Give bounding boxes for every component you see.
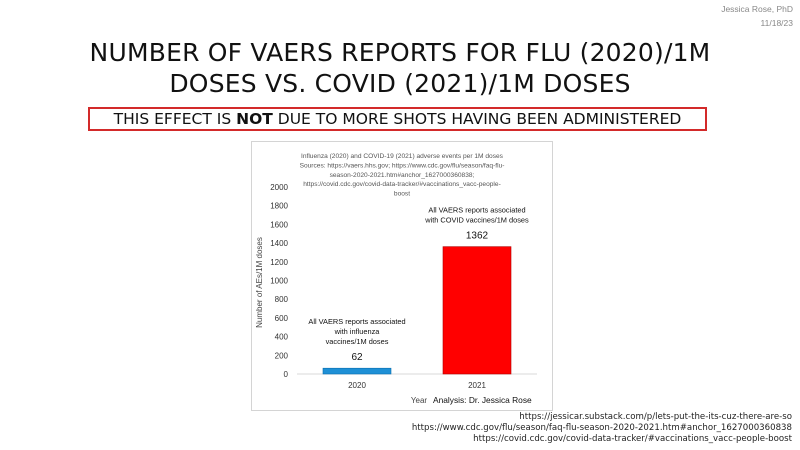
x-tick-label-2021: 2021 [468, 381, 486, 390]
annotation-2020-line-2: with influenza [334, 327, 381, 336]
callout-text-post: DUE TO MORE SHOTS HAVING BEEN ADMINISTER… [272, 110, 682, 128]
source-link-3[interactable]: https://covid.cdc.gov/covid-data-tracker… [473, 434, 792, 444]
chart-title-line-5: boost [394, 191, 410, 198]
x-axis-label: Year [411, 396, 428, 405]
chart-title-line-3: season-2020-2021.htm#anchor_162700036083… [330, 172, 475, 179]
sources-list: https://jessicar.substack.com/p/lets-put… [412, 412, 792, 445]
y-tick-label-6: 1200 [270, 258, 288, 267]
chart-frame: Influenza (2020) and COVID-19 (2021) adv… [251, 141, 553, 411]
analysis-credit: Analysis: Dr. Jessica Rose [433, 395, 532, 405]
chart-title-line-1: Influenza (2020) and COVID-19 (2021) adv… [301, 153, 504, 160]
y-tick-label-7: 1400 [270, 239, 288, 248]
y-tick-label-3: 600 [275, 314, 289, 323]
slide-title-line-1: NUMBER OF VAERS REPORTS FOR FLU (2020)/1… [89, 38, 711, 67]
value-label-2020: 62 [351, 352, 363, 363]
callout-text-pre: THIS EFFECT IS [113, 110, 237, 128]
y-tick-label-0: 0 [284, 370, 289, 379]
bar-chart: Influenza (2020) and COVID-19 (2021) adv… [255, 153, 537, 405]
annotation-2021-line-2: with COVID vaccines/1M doses [424, 216, 529, 225]
y-tick-label-10: 2000 [270, 183, 288, 192]
y-tick-label-9: 1800 [270, 202, 288, 211]
chart-title-line-2: Sources: https://vaers.hhs.gov; https://… [300, 162, 505, 169]
annotation-2021-line-1: All VAERS reports associated [428, 206, 525, 215]
bar-2020 [322, 367, 392, 375]
chart-title-line-4: https://covid.cdc.gov/covid-data-tracker… [303, 181, 501, 188]
y-tick-label-5: 1000 [270, 277, 288, 286]
slide-title: NUMBER OF VAERS REPORTS FOR FLU (2020)/1… [0, 37, 800, 99]
y-tick-label-2: 400 [275, 333, 289, 342]
annotation-2020-line-3: vaccines/1M doses [326, 337, 389, 346]
value-label-2021: 1362 [466, 231, 489, 242]
annotation-2020-line-1: All VAERS reports associated [308, 317, 405, 326]
y-tick-label-1: 200 [275, 351, 289, 360]
source-link-2[interactable]: https://www.cdc.gov/flu/season/faq-flu-s… [411, 423, 792, 433]
x-tick-label-2020: 2020 [348, 381, 366, 390]
y-tick-label-8: 1600 [270, 220, 288, 229]
slide-date: 11/18/23 [760, 18, 793, 28]
bar-2021 [442, 246, 512, 375]
source-link-1[interactable]: https://jessicar.substack.com/p/lets-put… [519, 412, 792, 422]
author-name: Jessica Rose, PhD [721, 4, 793, 14]
callout-box: THIS EFFECT IS NOT DUE TO MORE SHOTS HAV… [88, 107, 707, 131]
slide-title-line-2: DOSES VS. COVID (2021)/1M DOSES [169, 69, 631, 98]
y-axis-label: Number of AEs/1M doses [255, 237, 264, 328]
author-block: Jessica Rose, PhD 11/18/23 [721, 2, 793, 30]
callout-text-emphasis: NOT [236, 110, 273, 128]
y-tick-label-4: 800 [275, 295, 289, 304]
